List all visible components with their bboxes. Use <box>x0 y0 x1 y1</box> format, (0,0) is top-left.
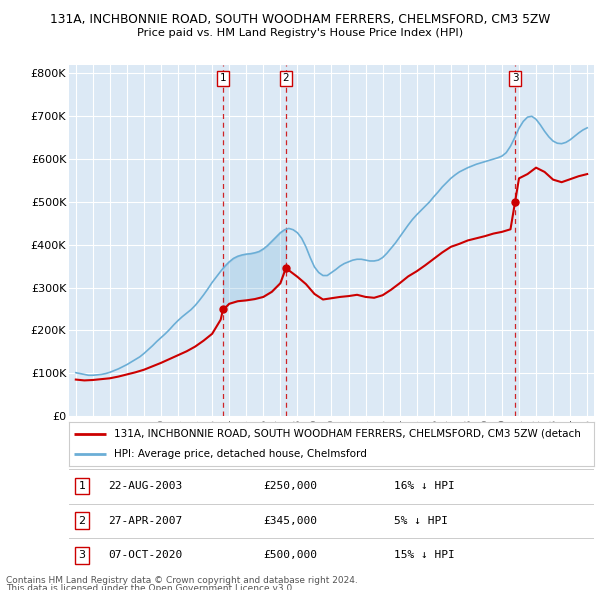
Text: 15% ↓ HPI: 15% ↓ HPI <box>395 550 455 560</box>
Text: 131A, INCHBONNIE ROAD, SOUTH WOODHAM FERRERS, CHELMSFORD, CM3 5ZW: 131A, INCHBONNIE ROAD, SOUTH WOODHAM FER… <box>50 13 550 26</box>
Text: 1: 1 <box>79 481 86 491</box>
Text: 5% ↓ HPI: 5% ↓ HPI <box>395 516 449 526</box>
Text: Contains HM Land Registry data © Crown copyright and database right 2024.: Contains HM Land Registry data © Crown c… <box>6 576 358 585</box>
Text: 3: 3 <box>79 550 86 560</box>
Text: 16% ↓ HPI: 16% ↓ HPI <box>395 481 455 491</box>
Text: Price paid vs. HM Land Registry's House Price Index (HPI): Price paid vs. HM Land Registry's House … <box>137 28 463 38</box>
Text: 1: 1 <box>220 74 226 83</box>
Text: 27-APR-2007: 27-APR-2007 <box>109 516 182 526</box>
Text: 2: 2 <box>79 516 86 526</box>
Text: HPI: Average price, detached house, Chelmsford: HPI: Average price, detached house, Chel… <box>113 449 367 459</box>
Text: This data is licensed under the Open Government Licence v3.0.: This data is licensed under the Open Gov… <box>6 584 295 590</box>
Text: 2: 2 <box>283 74 289 83</box>
Text: £250,000: £250,000 <box>263 481 317 491</box>
Text: 07-OCT-2020: 07-OCT-2020 <box>109 550 182 560</box>
Text: 3: 3 <box>512 74 518 83</box>
Text: 22-AUG-2003: 22-AUG-2003 <box>109 481 182 491</box>
Text: 131A, INCHBONNIE ROAD, SOUTH WOODHAM FERRERS, CHELMSFORD, CM3 5ZW (detach: 131A, INCHBONNIE ROAD, SOUTH WOODHAM FER… <box>113 429 581 439</box>
Text: £345,000: £345,000 <box>263 516 317 526</box>
Text: £500,000: £500,000 <box>263 550 317 560</box>
